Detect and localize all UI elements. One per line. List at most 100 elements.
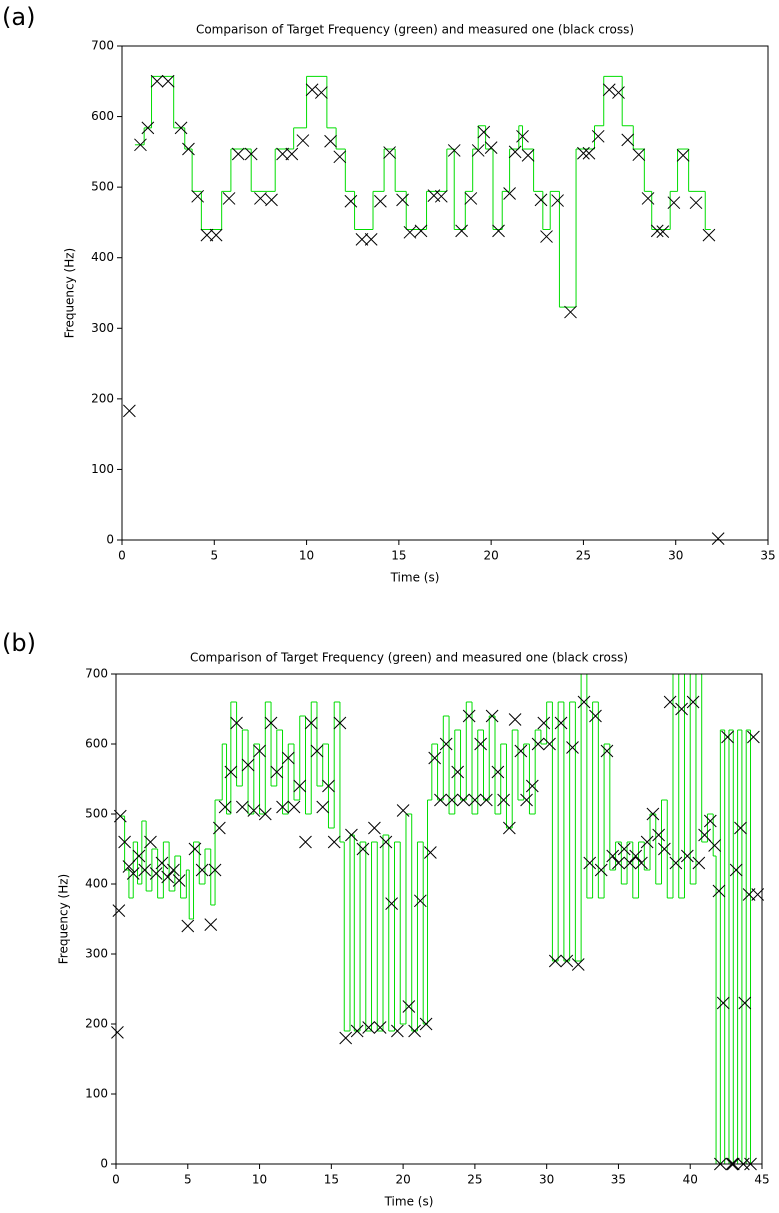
cross-marker xyxy=(708,839,721,852)
cross-marker xyxy=(428,751,442,765)
cross-marker xyxy=(383,146,396,159)
cross-marker xyxy=(144,835,157,849)
cross-marker xyxy=(656,225,670,238)
cross-marker xyxy=(222,192,236,205)
cross-marker xyxy=(589,709,602,723)
cross-marker xyxy=(344,194,358,208)
cross-marker xyxy=(304,716,318,730)
cross-marker xyxy=(617,842,631,856)
cross-marker xyxy=(316,800,330,814)
cross-marker xyxy=(188,842,202,856)
cross-marker xyxy=(689,196,703,210)
cross-marker xyxy=(503,187,516,200)
y-tick-label: 200 xyxy=(85,1017,108,1031)
cross-marker xyxy=(138,863,152,877)
cross-marker xyxy=(111,1026,124,1039)
y-tick-label: 0 xyxy=(106,533,114,547)
cross-marker xyxy=(231,147,245,161)
cross-marker xyxy=(606,849,620,863)
y-tick-label: 300 xyxy=(85,947,108,961)
cross-marker xyxy=(419,1017,433,1031)
cross-marker xyxy=(235,800,249,814)
cross-marker xyxy=(181,919,195,933)
x-tick-label: 10 xyxy=(299,549,314,563)
cross-marker xyxy=(396,804,410,817)
cross-marker xyxy=(287,800,301,814)
cross-marker xyxy=(646,807,660,821)
x-tick-label: 45 xyxy=(754,1173,769,1187)
cross-marker xyxy=(149,867,163,880)
cross-marker xyxy=(455,224,468,238)
cross-marker xyxy=(200,228,214,242)
y-tick-label: 100 xyxy=(85,1087,108,1101)
cross-marker xyxy=(471,144,485,157)
cross-marker xyxy=(224,765,238,779)
cross-marker xyxy=(258,807,272,821)
cross-marker xyxy=(612,856,625,870)
cross-marker xyxy=(270,765,284,779)
y-tick-label: 300 xyxy=(91,321,114,335)
cross-marker xyxy=(641,192,655,205)
x-tick-label: 5 xyxy=(184,1173,192,1187)
cross-marker xyxy=(686,695,700,709)
cross-marker xyxy=(663,695,677,709)
cross-marker xyxy=(167,863,180,877)
cross-marker xyxy=(244,147,258,161)
cross-marker xyxy=(322,779,335,793)
cross-marker xyxy=(675,702,688,716)
cross-marker xyxy=(571,958,585,971)
plot-area xyxy=(111,673,765,1171)
cross-marker xyxy=(195,863,209,877)
cross-marker xyxy=(374,194,387,208)
cross-marker xyxy=(285,147,299,161)
cross-marker xyxy=(640,835,654,849)
cross-marker xyxy=(508,145,522,159)
cross-marker xyxy=(445,793,459,807)
cross-marker xyxy=(702,228,716,242)
cross-marker xyxy=(439,737,453,751)
cross-marker xyxy=(364,233,378,246)
cross-marker xyxy=(350,1024,364,1038)
cross-marker xyxy=(299,835,312,849)
cross-marker xyxy=(182,142,195,156)
cross-marker xyxy=(594,863,608,877)
cross-marker xyxy=(462,709,476,723)
cross-marker xyxy=(161,74,175,88)
cross-marker xyxy=(600,744,614,758)
x-tick-label: 0 xyxy=(118,549,126,563)
cross-marker xyxy=(729,863,743,877)
cross-marker xyxy=(525,779,539,793)
chart-title: Comparison of Target Frequency (green) a… xyxy=(190,651,628,665)
cross-marker xyxy=(514,744,528,758)
cross-marker xyxy=(484,141,498,154)
cross-marker xyxy=(537,716,551,730)
panel-label: (a) xyxy=(2,3,35,31)
cross-marker xyxy=(566,741,579,754)
cross-marker xyxy=(414,224,428,238)
cross-marker xyxy=(676,149,690,162)
cross-marker xyxy=(161,870,175,884)
cross-marker xyxy=(276,147,289,161)
cross-marker xyxy=(497,793,510,807)
cross-marker xyxy=(305,83,319,97)
cross-marker xyxy=(118,835,131,849)
cross-marker xyxy=(333,150,347,164)
y-tick-label: 100 xyxy=(91,462,114,476)
cross-marker xyxy=(126,867,140,880)
cross-marker xyxy=(520,793,533,807)
cross-marker xyxy=(698,828,711,842)
plot-area xyxy=(123,74,725,545)
cross-marker xyxy=(150,74,164,88)
cross-marker xyxy=(650,224,664,238)
cross-marker xyxy=(516,129,529,143)
cross-marker xyxy=(464,192,478,205)
cross-marker xyxy=(734,821,747,835)
x-tick-label: 30 xyxy=(539,1173,554,1187)
cross-marker xyxy=(396,193,409,207)
cross-marker xyxy=(402,1000,416,1013)
cross-marker xyxy=(276,800,289,814)
cross-marker xyxy=(577,695,591,709)
cross-marker xyxy=(296,134,310,147)
cross-marker xyxy=(564,305,577,319)
cross-marker xyxy=(373,1021,387,1034)
